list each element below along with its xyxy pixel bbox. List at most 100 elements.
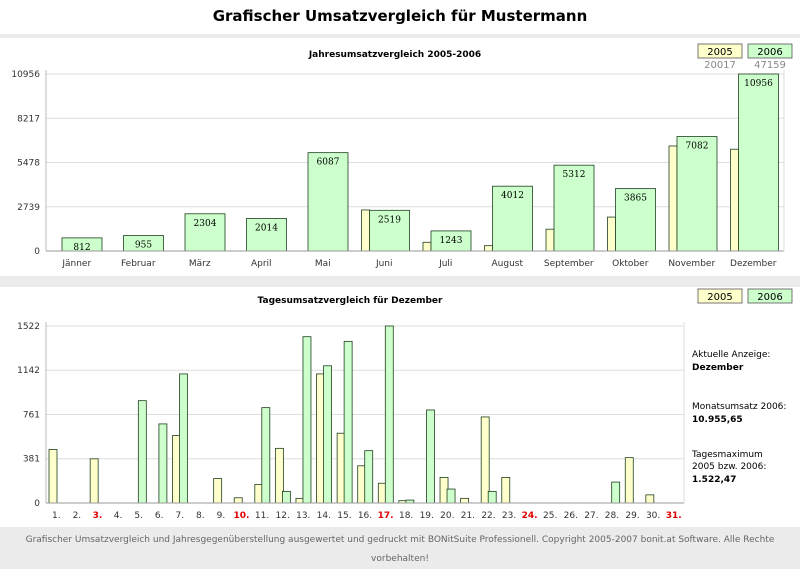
year-bar-2006 bbox=[738, 73, 779, 252]
year-bar-2006 bbox=[676, 136, 718, 252]
day-legend-2006-box bbox=[747, 288, 793, 304]
year-data-label: 10956 bbox=[744, 79, 773, 89]
day-legend-2006: 2006 bbox=[757, 292, 782, 303]
day-legend-2005: 2005 bbox=[707, 292, 732, 303]
yearly-chart: Jahresumsatzvergleich 2005-2006 0 2739 5478… bbox=[11, 43, 793, 269]
year-bar-2006 bbox=[246, 218, 287, 252]
year-bar-2006 bbox=[553, 164, 595, 252]
day-xtick: 24. bbox=[522, 511, 538, 521]
year-xtick: Juli bbox=[438, 259, 452, 269]
day-bar-2006 bbox=[323, 365, 332, 504]
day-legend-2005-box bbox=[697, 288, 743, 304]
year-data-label: 5312 bbox=[563, 170, 586, 180]
year-bar-2006 bbox=[615, 188, 656, 252]
year-bar-2005 bbox=[361, 209, 370, 252]
day-xtick: 10. bbox=[234, 511, 250, 521]
day-xtick: 8. bbox=[196, 511, 205, 521]
day-bar-2006 bbox=[137, 400, 147, 504]
day-bar-2005 bbox=[89, 458, 99, 504]
year-ytick: 8217 bbox=[17, 114, 40, 124]
year-data-label: 3865 bbox=[624, 194, 647, 204]
day-xtick: 29. bbox=[625, 511, 639, 521]
year-bar-2005 bbox=[607, 216, 616, 252]
year-xtick: Mai bbox=[315, 259, 331, 269]
day-bar-2005 bbox=[501, 477, 511, 504]
footer: Grafischer Umsatzvergleich und Jahresgeg… bbox=[25, 535, 775, 564]
day-xtick: 30. bbox=[646, 511, 660, 521]
day-bar-2006 bbox=[343, 340, 353, 504]
year-ytick: 2739 bbox=[17, 203, 40, 213]
year-data-label: 4012 bbox=[501, 191, 524, 201]
day-ytick: 381 bbox=[23, 455, 40, 465]
day-xtick: 21. bbox=[461, 511, 475, 521]
info-panel: Aktuelle Anzeige: Dezember Monatsumsatz … bbox=[692, 339, 792, 487]
year-data-label: 2014 bbox=[255, 223, 278, 233]
day-xtick: 28. bbox=[605, 511, 619, 521]
day-xtick: 6. bbox=[155, 511, 164, 521]
day-xtick: 17. bbox=[378, 511, 394, 521]
year-ytick: 10956 bbox=[11, 70, 40, 80]
day-xtick: 16. bbox=[358, 511, 372, 521]
year-legend-total-2005: 20017 bbox=[704, 60, 736, 71]
year-title: Jahresumsatzvergleich 2005-2006 bbox=[308, 50, 481, 60]
daily-max-label-1: Tagesmaximum bbox=[692, 450, 763, 460]
year-data-label: 812 bbox=[73, 243, 90, 253]
page-title: Grafischer Umsatzvergleich für Musterman… bbox=[0, 0, 800, 34]
year-legend-2005: 2005 bbox=[707, 47, 732, 58]
year-data-label: 7082 bbox=[686, 142, 709, 152]
day-xtick: 5. bbox=[134, 511, 143, 521]
year-data-label: 2304 bbox=[194, 219, 217, 229]
year-data-label: 1243 bbox=[440, 236, 463, 246]
day-ytick: 1142 bbox=[17, 366, 40, 376]
year-xtick: September bbox=[544, 259, 594, 269]
day-xtick: 25. bbox=[543, 511, 557, 521]
day-xtick: 14. bbox=[317, 511, 331, 521]
day-bar-2006 bbox=[302, 336, 312, 504]
day-bar-2006 bbox=[446, 488, 456, 504]
year-bar-2006 bbox=[307, 152, 349, 252]
day-title: Tagesumsatzvergleich für Dezember bbox=[258, 296, 443, 306]
day-ytick: 0 bbox=[34, 499, 40, 509]
year-xtick: November bbox=[668, 259, 715, 269]
day-bar-2006 bbox=[281, 490, 291, 504]
day-xtick: 13. bbox=[296, 511, 310, 521]
year-data-label: 6087 bbox=[317, 158, 340, 168]
year-ytick: 5478 bbox=[17, 159, 40, 169]
day-xtick: 4. bbox=[114, 511, 123, 521]
day-xtick: 1. bbox=[52, 511, 61, 521]
day-xtick: 18. bbox=[399, 511, 413, 521]
day-bar-2006 bbox=[364, 450, 374, 504]
day-xtick: 23. bbox=[502, 511, 516, 521]
year-legend-2006: 2006 bbox=[757, 47, 782, 58]
daily-chart: Tagesumsatzvergleich für Dezember 0 381 761… bbox=[17, 288, 793, 521]
current-view-value: Dezember bbox=[692, 363, 744, 373]
day-xtick: 19. bbox=[420, 511, 434, 521]
day-bar-2006 bbox=[179, 373, 188, 504]
day-bar-2005 bbox=[480, 416, 490, 504]
month-total-label: Monatsumsatz 2006: bbox=[692, 402, 787, 412]
day-bar-2006 bbox=[158, 423, 168, 504]
year-xtick: Jänner bbox=[61, 259, 91, 269]
year-ytick: 0 bbox=[34, 247, 40, 257]
day-ytick: 761 bbox=[23, 411, 40, 421]
day-bar-2006 bbox=[261, 407, 271, 504]
year-xtick: April bbox=[251, 259, 272, 269]
year-legend-total-2006: 47159 bbox=[754, 60, 786, 71]
year-xtick: Dezember bbox=[730, 259, 777, 269]
year-bar-2006 bbox=[369, 209, 410, 252]
daily-max-value: 1.522,47 bbox=[692, 475, 737, 485]
day-bar-2006 bbox=[611, 481, 621, 504]
year-bar-2005 bbox=[545, 228, 555, 252]
year-xtick: Oktober bbox=[612, 259, 649, 269]
year-bar-2005 bbox=[668, 145, 678, 252]
day-bar-2005 bbox=[624, 457, 634, 504]
day-xtick: 3. bbox=[93, 511, 103, 521]
year-legend-2005-box bbox=[697, 43, 743, 59]
day-bar-2006 bbox=[384, 325, 394, 504]
year-xtick: Februar bbox=[121, 259, 156, 269]
day-xtick: 9. bbox=[217, 511, 226, 521]
day-bar-2005 bbox=[48, 449, 58, 504]
day-xtick: 7. bbox=[175, 511, 184, 521]
year-data-label: 2519 bbox=[378, 215, 401, 225]
year-xtick: August bbox=[492, 259, 524, 269]
